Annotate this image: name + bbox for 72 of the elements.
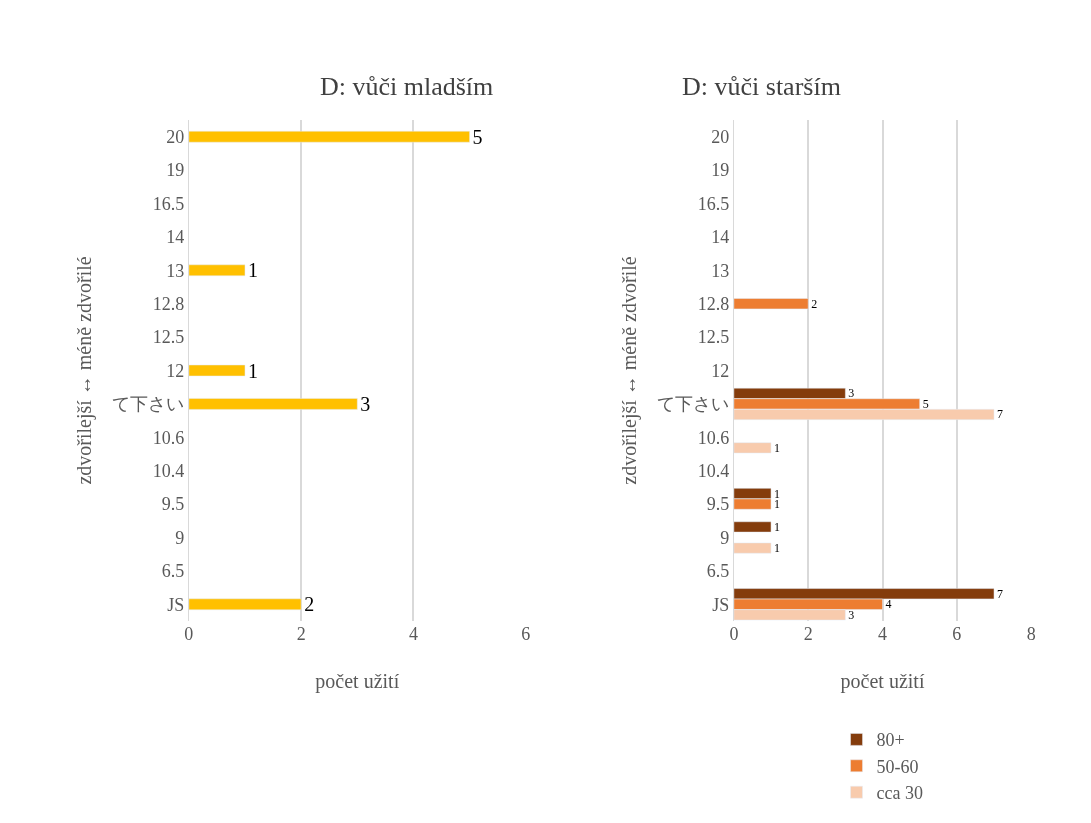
y-tick-label: 10.4 xyxy=(697,461,730,481)
chart-title: D: vůči mladším xyxy=(320,72,494,101)
y-tick-label: 12.5 xyxy=(152,327,185,348)
y-tick-label: 9.5 xyxy=(706,494,730,515)
data-label: 1 xyxy=(774,541,781,556)
y-tick-label: 9 xyxy=(175,527,185,548)
y-tick-label: 6.5 xyxy=(706,561,730,582)
y-tick-label: 12.8 xyxy=(152,294,185,314)
y-tick-label: 9 xyxy=(720,527,730,548)
data-label: 4 xyxy=(885,597,892,612)
x-tick-label: 4 xyxy=(878,624,888,644)
x-tick-label: 4 xyxy=(408,624,418,644)
data-label: 3 xyxy=(848,607,855,622)
data-label: 7 xyxy=(997,407,1004,422)
bar xyxy=(733,298,809,310)
y-tick-label: て下さい xyxy=(112,394,185,415)
y-tick-label: 12.8 xyxy=(697,294,730,314)
data-label: 5 xyxy=(472,125,483,148)
y-tick-label: て下さい xyxy=(657,394,730,415)
data-label: 1 xyxy=(247,259,258,282)
y-tick-label: 10.6 xyxy=(152,427,185,448)
y-tick-label: 10.4 xyxy=(152,461,185,481)
y-tick-label: 19 xyxy=(166,160,185,181)
data-label: 2 xyxy=(811,296,818,311)
y-tick-label: 20 xyxy=(166,127,185,147)
legend-label: cca 30 xyxy=(876,783,923,804)
x-axis-title: počet užití xyxy=(315,669,400,693)
bar xyxy=(188,130,470,143)
bar xyxy=(733,521,772,533)
x-tick-label: 2 xyxy=(803,624,813,644)
data-label: 1 xyxy=(247,359,258,382)
y-tick-label: 14 xyxy=(166,227,185,248)
y-tick-label: 13 xyxy=(166,260,185,281)
y-tick-label: 20 xyxy=(711,127,730,147)
y-tick-label: 6.5 xyxy=(161,561,185,582)
y-tick-label: 19 xyxy=(711,160,730,181)
bar xyxy=(188,598,302,611)
data-label: 3 xyxy=(360,392,371,415)
x-tick-label: 6 xyxy=(952,624,962,644)
y-tick-label: JS xyxy=(167,594,185,615)
y-tick-label: 16.5 xyxy=(152,193,185,214)
bar xyxy=(188,398,358,410)
y-tick-label: JS xyxy=(712,594,730,615)
data-label: 1 xyxy=(774,440,781,455)
y-tick-label: 12.5 xyxy=(697,327,730,348)
bar xyxy=(733,542,772,554)
data-label: 7 xyxy=(997,586,1004,601)
y-tick-label: 14 xyxy=(711,227,730,248)
y-tick-label: 10.6 xyxy=(697,427,730,448)
legend-label: 50-60 xyxy=(876,756,919,777)
data-label: 3 xyxy=(848,386,855,401)
x-tick-label: 0 xyxy=(729,624,739,644)
data-label: 1 xyxy=(774,519,781,534)
y-tick-label: 12 xyxy=(166,360,185,381)
x-tick-label: 6 xyxy=(521,624,531,644)
data-label: 2 xyxy=(304,593,315,616)
y-tick-label: 16.5 xyxy=(697,193,730,214)
bar xyxy=(733,442,772,454)
x-tick-label: 0 xyxy=(184,624,194,644)
x-tick-label: 2 xyxy=(296,624,306,644)
bar xyxy=(188,264,246,277)
chart-title: D: vůči starším xyxy=(682,72,841,101)
y-tick-label: 9.5 xyxy=(161,494,185,515)
bar xyxy=(188,364,246,377)
y-tick-label: 12 xyxy=(711,360,730,381)
y-axis-title: zdvořilejší ↔ méně zdvořilé xyxy=(72,256,96,485)
legend-label: 80+ xyxy=(876,730,905,751)
y-axis-title: zdvořilejší ↔ méně zdvořilé xyxy=(617,256,641,485)
y-tick-label: 13 xyxy=(711,260,730,281)
data-label: 5 xyxy=(922,396,929,411)
x-axis-title: počet užití xyxy=(840,669,925,693)
x-tick-label: 8 xyxy=(1026,624,1036,644)
